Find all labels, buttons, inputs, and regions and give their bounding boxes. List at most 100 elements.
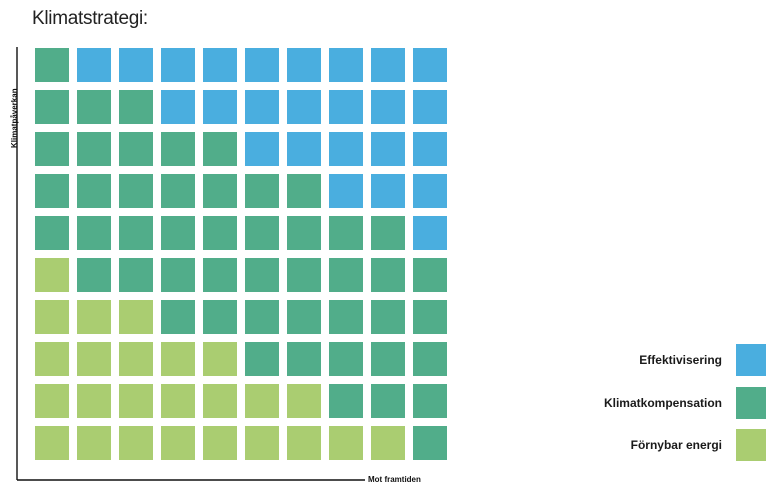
waffle-cell xyxy=(119,342,153,376)
legend-swatch xyxy=(736,429,766,461)
waffle-cell xyxy=(203,258,237,292)
legend-label: Förnybar energi xyxy=(630,438,722,452)
waffle-cell xyxy=(329,48,363,82)
waffle-cell xyxy=(77,132,111,166)
waffle-cell xyxy=(245,342,279,376)
waffle-cell xyxy=(413,258,447,292)
waffle-cell xyxy=(77,48,111,82)
waffle-cell xyxy=(371,216,405,250)
waffle-cell xyxy=(203,174,237,208)
waffle-cell xyxy=(77,300,111,334)
waffle-cell xyxy=(245,174,279,208)
waffle-cell xyxy=(371,384,405,418)
waffle-cell xyxy=(119,90,153,124)
waffle-cell xyxy=(161,300,195,334)
waffle-cell xyxy=(329,132,363,166)
waffle-cell xyxy=(413,384,447,418)
waffle-cell xyxy=(287,216,321,250)
waffle-cell xyxy=(161,342,195,376)
waffle-cell xyxy=(413,216,447,250)
waffle-cell xyxy=(329,342,363,376)
legend-label: Klimatkompensation xyxy=(603,396,722,410)
waffle-cell xyxy=(413,90,447,124)
waffle-cell xyxy=(287,132,321,166)
waffle-cell xyxy=(245,384,279,418)
waffle-cell xyxy=(77,258,111,292)
waffle-cell xyxy=(413,48,447,82)
waffle-cell xyxy=(413,300,447,334)
waffle-cell xyxy=(245,216,279,250)
waffle-cell xyxy=(77,426,111,460)
waffle-cell xyxy=(161,258,195,292)
legend-item: Förnybar energi xyxy=(631,428,766,462)
waffle-cell xyxy=(245,300,279,334)
waffle-cell xyxy=(245,258,279,292)
waffle-cell xyxy=(371,132,405,166)
waffle-cell xyxy=(245,132,279,166)
waffle-cell xyxy=(35,132,69,166)
waffle-cell xyxy=(371,300,405,334)
waffle-cell xyxy=(161,132,195,166)
waffle-cell xyxy=(161,384,195,418)
waffle-cell xyxy=(371,426,405,460)
waffle-cell xyxy=(203,132,237,166)
waffle-cell xyxy=(119,300,153,334)
waffle-cell xyxy=(161,426,195,460)
waffle-cell xyxy=(35,174,69,208)
waffle-cell xyxy=(203,216,237,250)
waffle-cell xyxy=(203,300,237,334)
waffle-cell xyxy=(203,342,237,376)
waffle-cell xyxy=(413,174,447,208)
waffle-cell xyxy=(245,48,279,82)
legend-label: Effektivisering xyxy=(639,353,722,367)
waffle-cell xyxy=(203,426,237,460)
waffle-cell xyxy=(35,216,69,250)
x-axis-label: Mot framtiden xyxy=(368,475,421,484)
waffle-cell xyxy=(287,426,321,460)
waffle-cell xyxy=(371,258,405,292)
waffle-cells xyxy=(35,48,447,460)
waffle-cell xyxy=(35,48,69,82)
waffle-cell xyxy=(329,300,363,334)
waffle-cell xyxy=(35,300,69,334)
waffle-cell xyxy=(245,426,279,460)
waffle-cell xyxy=(287,342,321,376)
waffle-cell xyxy=(119,216,153,250)
waffle-cell xyxy=(329,216,363,250)
waffle-cell xyxy=(35,384,69,418)
waffle-cell xyxy=(371,48,405,82)
waffle-cell xyxy=(161,174,195,208)
legend-swatch xyxy=(736,344,766,376)
waffle-cell xyxy=(119,426,153,460)
waffle-cell xyxy=(203,90,237,124)
legend-item: Effektivisering xyxy=(639,343,766,377)
waffle-cell xyxy=(329,384,363,418)
waffle-cell xyxy=(77,384,111,418)
waffle-cell xyxy=(77,342,111,376)
waffle-cell xyxy=(371,90,405,124)
waffle-cell xyxy=(119,48,153,82)
waffle-cell xyxy=(119,384,153,418)
waffle-cell xyxy=(287,174,321,208)
legend-swatch xyxy=(736,387,766,419)
waffle-cell xyxy=(329,90,363,124)
waffle-cell xyxy=(35,90,69,124)
waffle-cell xyxy=(161,90,195,124)
waffle-cell xyxy=(287,258,321,292)
waffle-cell xyxy=(161,48,195,82)
waffle-cell xyxy=(77,90,111,124)
waffle-cell xyxy=(119,174,153,208)
waffle-cell xyxy=(413,132,447,166)
waffle-cell xyxy=(329,258,363,292)
chart-title: Klimatstrategi: xyxy=(32,8,148,29)
waffle-cell xyxy=(77,174,111,208)
waffle-cell xyxy=(329,426,363,460)
waffle-cell xyxy=(287,384,321,418)
legend-item: Klimatkompensation xyxy=(604,386,766,420)
waffle-cell xyxy=(371,342,405,376)
waffle-cell xyxy=(161,216,195,250)
waffle-cell xyxy=(287,48,321,82)
waffle-cell xyxy=(329,174,363,208)
waffle-cell xyxy=(287,90,321,124)
